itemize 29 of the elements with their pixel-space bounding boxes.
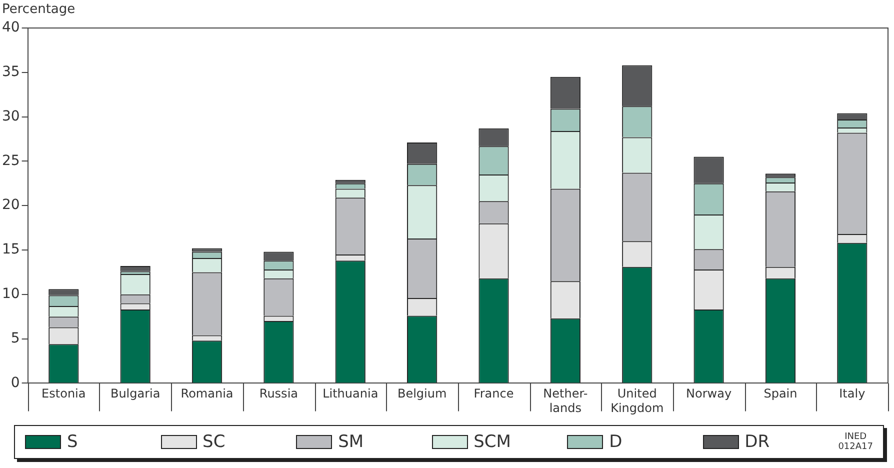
y-axis-title: Percentage [2, 2, 76, 17]
x-tick-label: Lithuania [322, 386, 378, 401]
legend-label: S [67, 432, 78, 452]
x-tick-label: Italy [839, 386, 866, 401]
x-tick-label: Belgium [397, 386, 447, 401]
x-tick-label: Norway [686, 386, 732, 401]
y-tick-label: 5 [10, 330, 20, 346]
x-tick-label: Nether- lands [543, 386, 588, 415]
y-tick-label: 25 [2, 152, 20, 169]
y-tick-label: 40 [2, 20, 20, 36]
x-tick-label: France [474, 386, 514, 401]
text: INED 012A17 [838, 432, 873, 452]
x-tick-label: Bulgaria [110, 386, 160, 401]
legend-label: D [609, 432, 622, 452]
x-tick-label: Estonia [42, 386, 86, 401]
y-tick-label: 15 [2, 242, 20, 258]
y-tick-label: 20 [2, 197, 20, 214]
x-tick-label: Romania [180, 386, 234, 401]
x-tick-label: United Kingdom [610, 386, 664, 415]
y-tick-label: 0 [10, 374, 20, 391]
x-tick-label: Russia [259, 386, 298, 401]
y-tick-label: 30 [2, 108, 20, 124]
y-tick-label: 35 [2, 64, 20, 80]
legend-label: DR [744, 432, 770, 452]
legend-label: SM [338, 432, 364, 452]
y-tick-label: 10 [2, 286, 20, 302]
x-tick-label: Spain [764, 386, 798, 401]
legend-label: SCM [474, 432, 511, 452]
legend-label: SC [202, 432, 226, 452]
